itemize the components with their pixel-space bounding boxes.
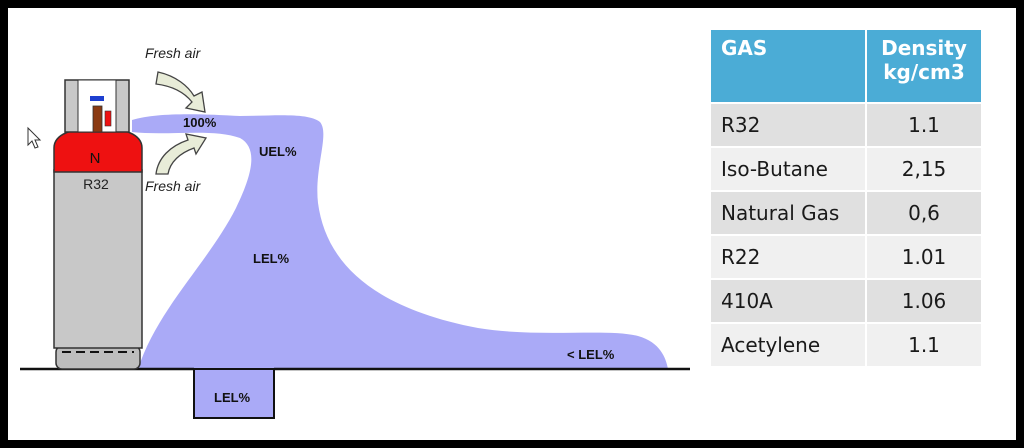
table-row: Iso-Butane 2,15: [711, 148, 981, 192]
table-row: Acetylene 1.1: [711, 324, 981, 368]
density-cell: 1.06: [867, 280, 981, 324]
gas-name-cell: Acetylene: [711, 324, 867, 368]
density-cell: 1.1: [867, 324, 981, 368]
below-lel-label: < LEL%: [567, 347, 615, 362]
table-header-row: GAS Density kg/cm3: [711, 30, 981, 104]
header-gas: GAS: [711, 30, 867, 104]
table-row: 410A 1.06: [711, 280, 981, 324]
cylinder-label: R32: [83, 176, 109, 192]
gas-name-cell: Iso-Butane: [711, 148, 867, 192]
density-cell: 1.01: [867, 236, 981, 280]
valve-body: [92, 105, 103, 133]
gas-name-cell: 410A: [711, 280, 867, 324]
lel-label: LEL%: [253, 251, 290, 266]
lel-pit-label: LEL%: [214, 390, 251, 405]
slide: N R32 Fresh air Fresh air 100% UEL% LEL%…: [8, 8, 1016, 440]
fresh-air-arrow-bottom: [155, 133, 208, 175]
header-density: Density kg/cm3: [867, 30, 981, 104]
gas-cloud: [132, 114, 668, 369]
valve-outlet: [104, 110, 112, 127]
density-cell: 2,15: [867, 148, 981, 192]
uel-label: UEL%: [259, 144, 297, 159]
cylinder-body: [53, 169, 143, 349]
mouse-cursor-icon: [27, 126, 42, 149]
gas-dispersion-diagram: N R32 Fresh air Fresh air 100% UEL% LEL%…: [20, 45, 690, 419]
table-row: R32 1.1: [711, 104, 981, 148]
fresh-air-arrow-top: [155, 71, 206, 113]
density-cell: 0,6: [867, 192, 981, 236]
ground-pit: [193, 368, 275, 419]
gas-name-cell: R22: [711, 236, 867, 280]
concentration-100-label: 100%: [183, 115, 217, 130]
valve-handle: [90, 96, 104, 101]
gas-density-table: GAS Density kg/cm3 R32 1.1 Iso-Butane 2,1…: [711, 30, 981, 368]
table-row: Natural Gas 0,6: [711, 192, 981, 236]
cylinder-top-label: N: [90, 150, 101, 167]
fresh-air-label-bottom: Fresh air: [145, 178, 202, 194]
gas-cylinder: N R32: [53, 79, 143, 370]
gas-name-cell: Natural Gas: [711, 192, 867, 236]
cylinder-base-ring: [55, 345, 141, 370]
table-row: R22 1.01: [711, 236, 981, 280]
gas-name-cell: R32: [711, 104, 867, 148]
fresh-air-label-top: Fresh air: [145, 45, 202, 61]
density-cell: 1.1: [867, 104, 981, 148]
